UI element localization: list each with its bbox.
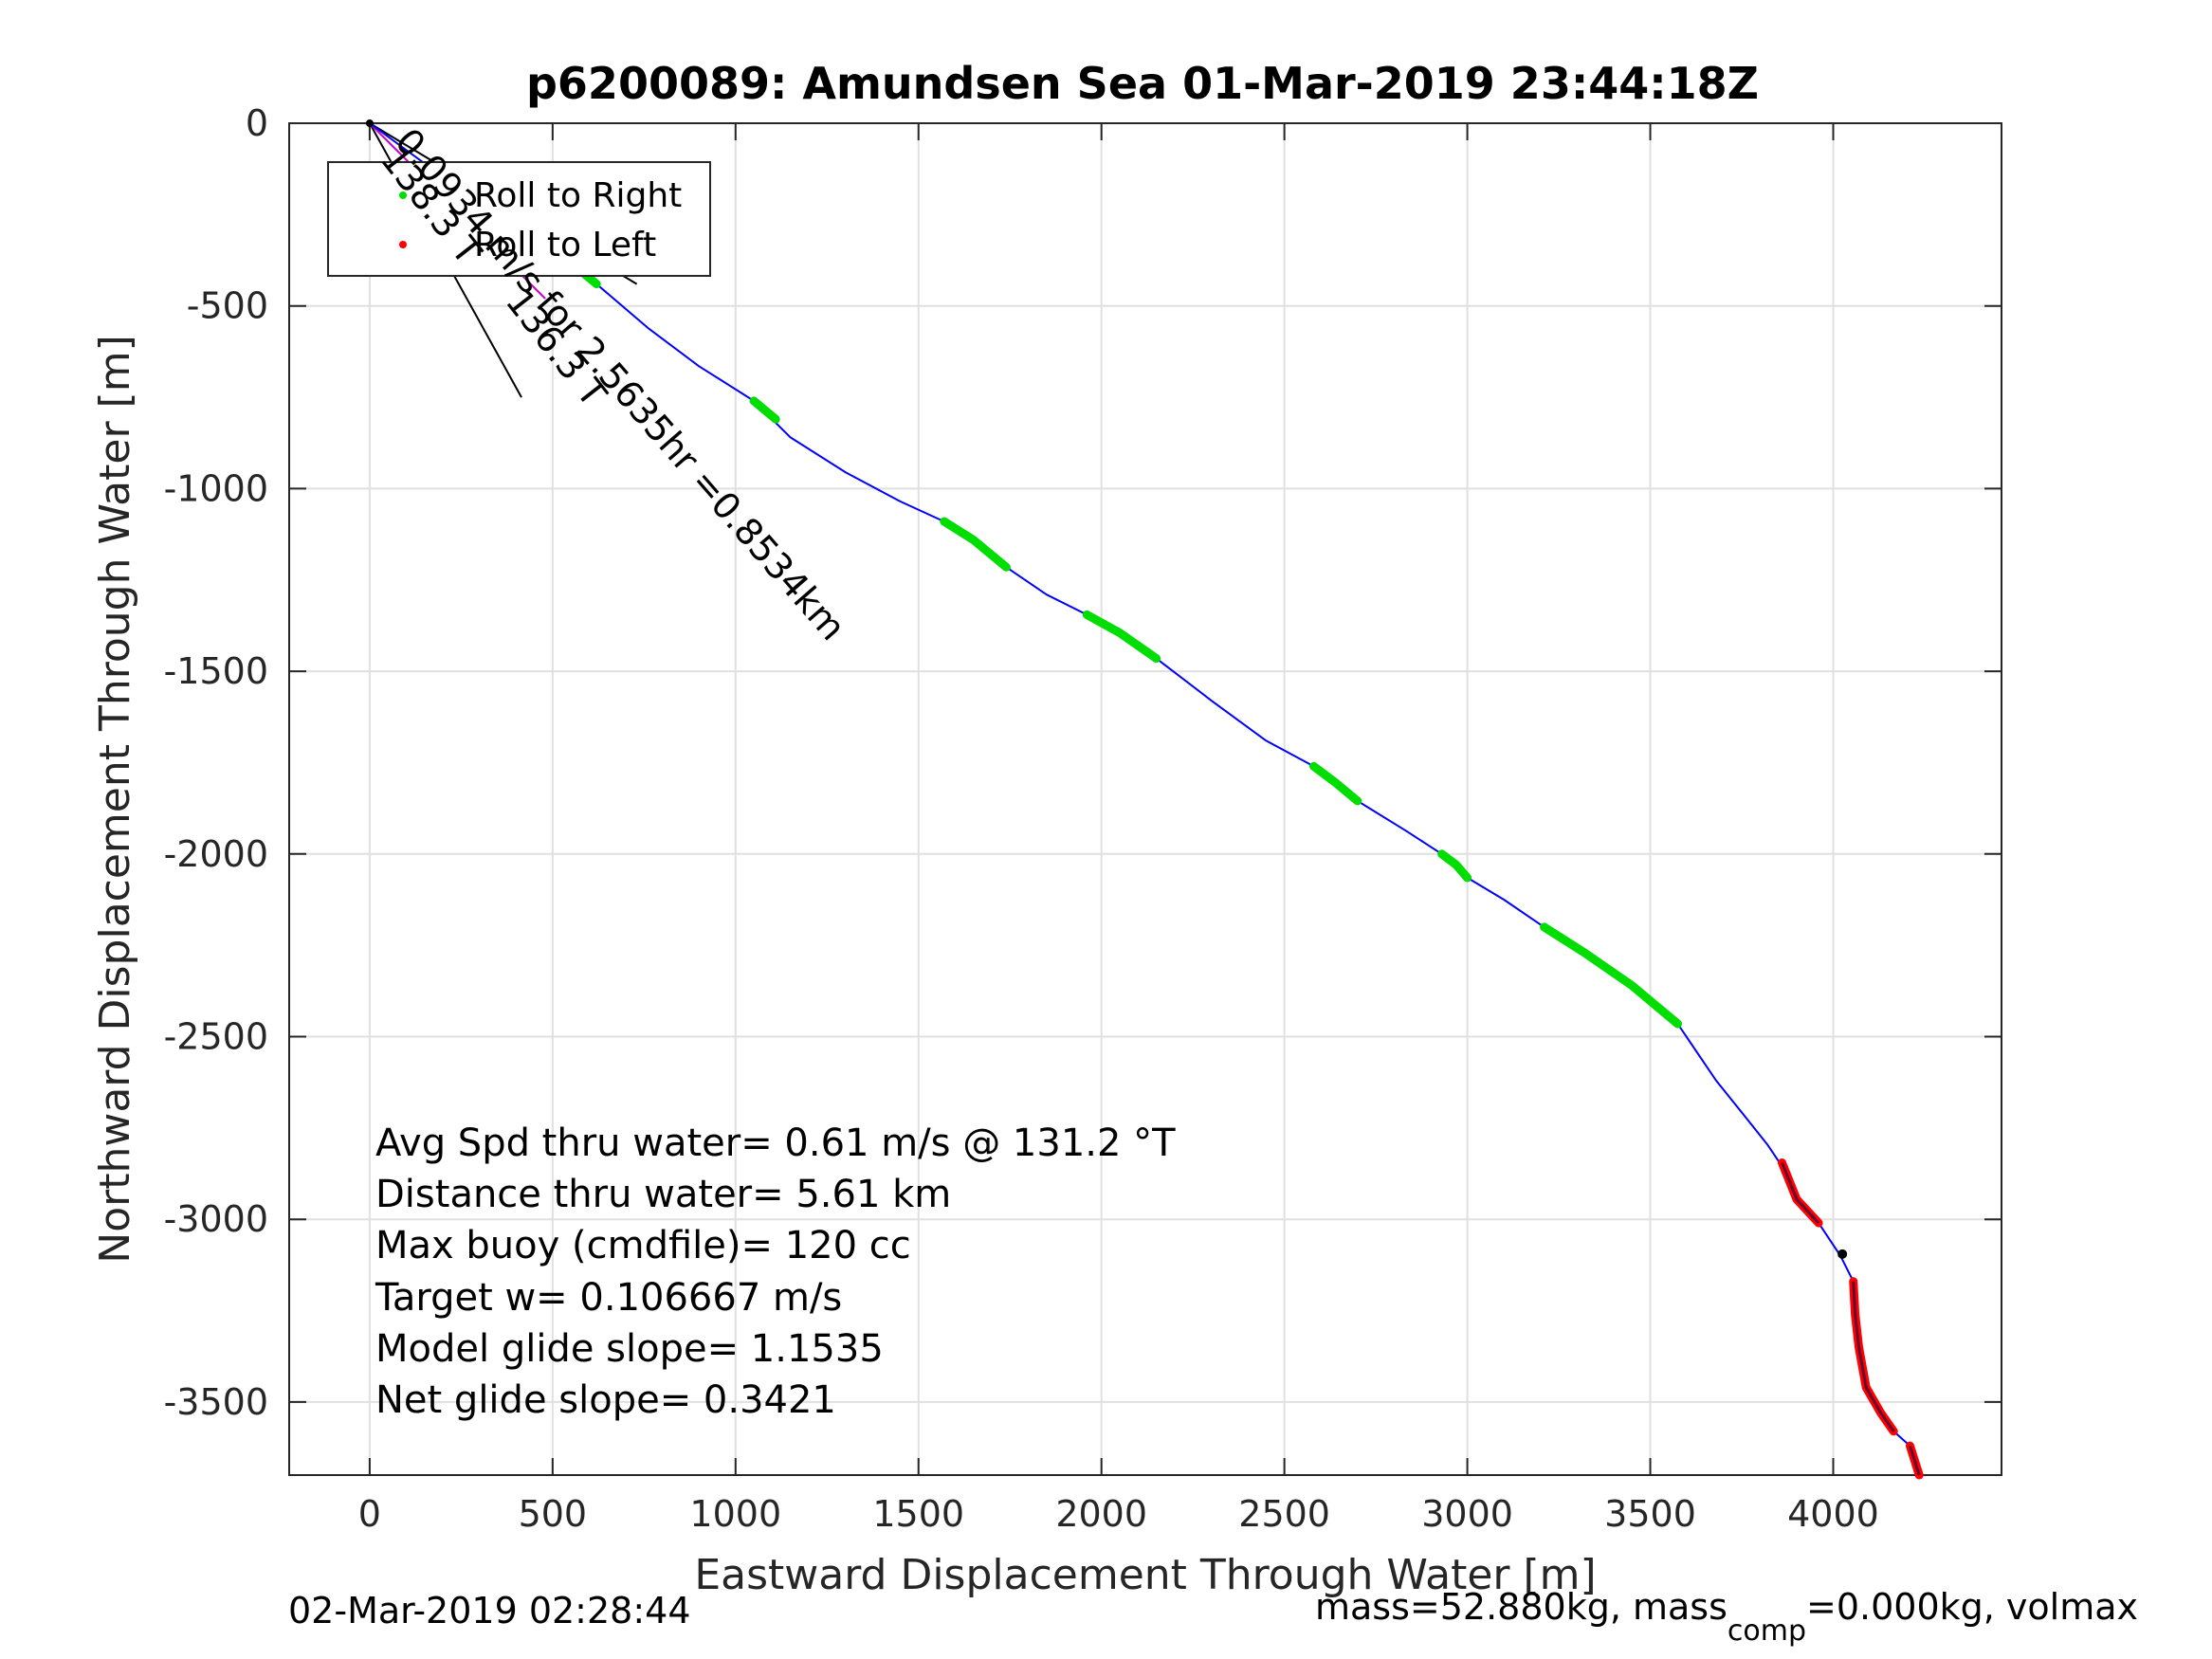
plot-frame: [288, 122, 2002, 1476]
y-tick-label: -1500: [164, 650, 268, 692]
y-tick-label: -3500: [164, 1381, 268, 1423]
legend-marker-roll-left: [399, 241, 407, 248]
stat-max-buoy: Max buoy (cmdfile)= 120 cc: [375, 1224, 911, 1267]
y-tick-label: 0: [246, 102, 268, 144]
y-axis-label: Northward Displacement Through Water [m]: [91, 335, 139, 1263]
roll-left-segment-core: [1909, 1445, 1921, 1476]
x-tick-label: 0: [358, 1493, 381, 1535]
track-marker: [1837, 1249, 1848, 1259]
y-tick-label: -500: [187, 285, 268, 327]
x-tick-label: 2500: [1238, 1493, 1330, 1535]
footer-mass-info: mass=52.880kg, masscomp=0.000kg, volmax: [1315, 1586, 2138, 1648]
x-tick-label: 2000: [1055, 1493, 1147, 1535]
x-tick-label: 1000: [689, 1493, 781, 1535]
legend-label-roll-right: Roll to Right: [474, 176, 682, 215]
x-tick-label: 1500: [872, 1493, 964, 1535]
grid-lines: [289, 122, 2002, 1475]
y-tick-label: -3000: [164, 1198, 268, 1240]
x-tick-label: 500: [519, 1493, 588, 1535]
footer-timestamp: 02-Mar-2019 02:28:44: [288, 1590, 691, 1632]
roll-left-segments: [1778, 1158, 1924, 1480]
x-axis-ticks: 0 500 1000 1500 2000 2500 3000 3500 4000: [358, 123, 1879, 1535]
roll-right-segment: [940, 517, 1011, 572]
roll-right-segment: [1437, 849, 1472, 883]
legend-marker-roll-right: [399, 191, 407, 199]
footer-mass-subscript: comp: [1728, 1614, 1806, 1648]
stat-avg-speed: Avg Spd thru water= 0.61 m/s @ 131.2 °T: [375, 1121, 1176, 1165]
y-tick-label: -1000: [164, 467, 268, 509]
roll-right-segment: [749, 396, 780, 424]
y-axis-ticks: 0 -500 -1000 -1500 -2000 -2500 -3000 -3500: [164, 102, 2002, 1423]
footer-mass-suffix: =0.000kg, volmax: [1806, 1586, 2138, 1628]
x-tick-label: 4000: [1787, 1493, 1879, 1535]
stats-block: Avg Spd thru water= 0.61 m/s @ 131.2 °T …: [375, 1121, 1176, 1422]
origin-marker: [365, 119, 374, 127]
x-tick-label: 3000: [1421, 1493, 1513, 1535]
stat-model-glide: Model glide slope= 1.1535: [375, 1327, 884, 1371]
legend-box: [327, 161, 711, 277]
chart-title: p6200089: Amundsen Sea 01-Mar-2019 23:44…: [526, 58, 1759, 109]
x-tick-label: 3500: [1604, 1493, 1696, 1535]
roll-left-segment: [1778, 1158, 1823, 1228]
marker-point: [365, 119, 1848, 1259]
roll-right-segment: [1540, 922, 1682, 1029]
stat-net-glide: Net glide slope= 0.3421: [375, 1378, 836, 1422]
track-line: [369, 122, 1921, 1476]
x-axis-label: Eastward Displacement Through Water [m]: [694, 1551, 1596, 1599]
roll-right-segment: [1082, 610, 1161, 664]
roll-left-segment-core: [1781, 1161, 1820, 1225]
y-tick-label: -2000: [164, 833, 268, 875]
y-tick-label: -2500: [164, 1016, 268, 1058]
roll-right-segment: [1309, 761, 1362, 806]
roll-left-segment-core: [1852, 1281, 1895, 1432]
legend: Roll to Right Roll to Left: [327, 161, 711, 277]
track: [369, 122, 1921, 1476]
legend-label-roll-left: Roll to Left: [474, 226, 656, 264]
roll-right-segments: [570, 261, 1682, 1029]
stat-target-w: Target w= 0.106667 m/s: [375, 1276, 842, 1320]
footer-mass-prefix: mass=52.880kg, mass: [1315, 1586, 1728, 1628]
stat-distance: Distance thru water= 5.61 km: [375, 1173, 951, 1216]
